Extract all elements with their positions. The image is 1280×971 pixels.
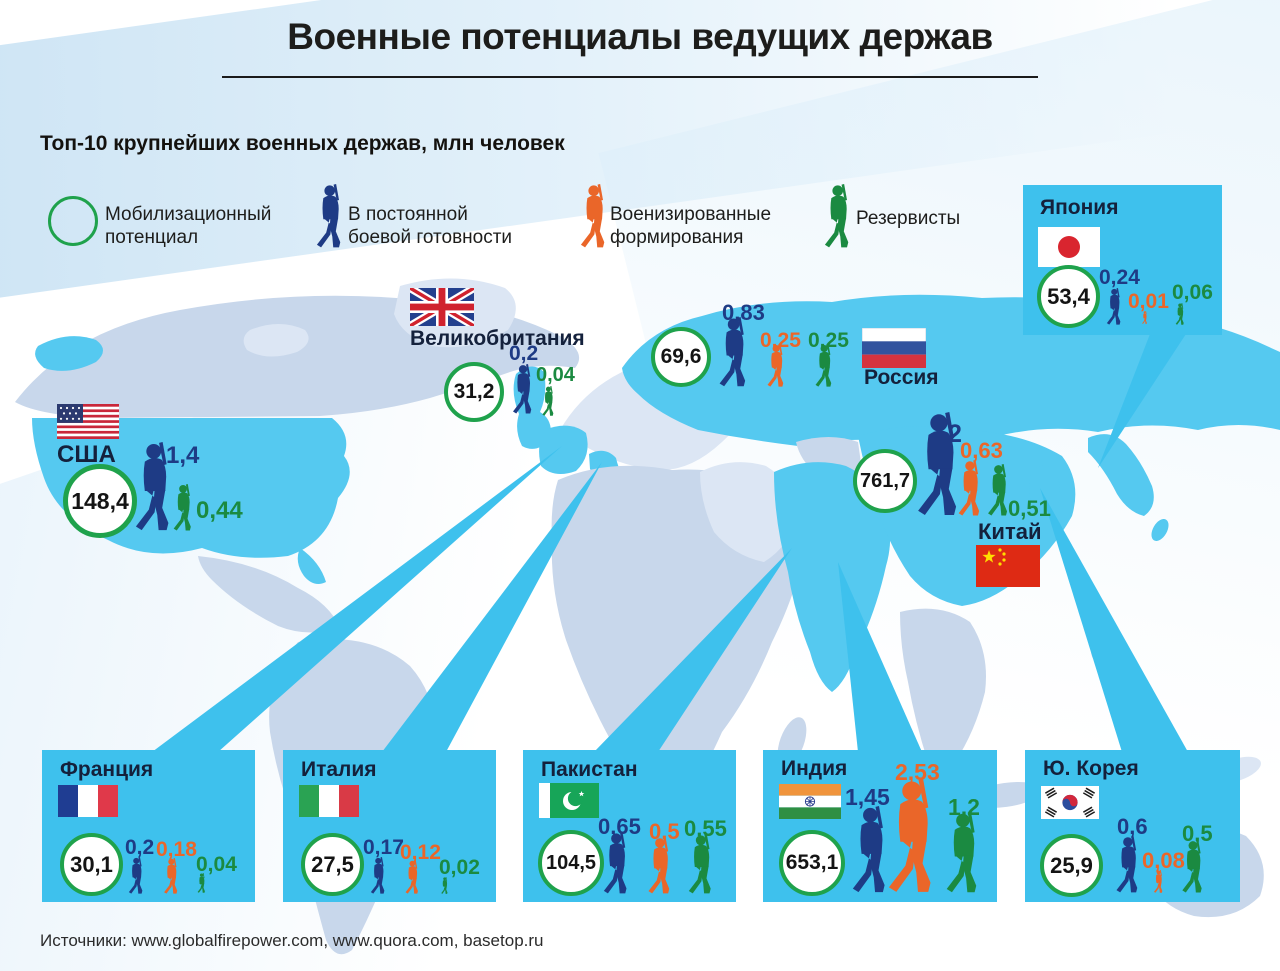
active-value: 0,17 [363, 836, 404, 859]
mobilization-circle: 761,7 [853, 449, 917, 513]
flag-pakistan [539, 783, 599, 818]
mobilization-circle: 69,6 [651, 327, 711, 387]
active-soldier [599, 832, 636, 894]
reserve-value: 0,04 [536, 364, 575, 386]
legend-label-active: В постоянной боевой готовности [348, 204, 513, 249]
paramilitary-value: 0,12 [400, 841, 441, 864]
country-name: Франция [60, 758, 154, 781]
active-value: 2 [948, 420, 962, 448]
flag-france [58, 785, 118, 817]
reserve-value: 0,25 [808, 329, 849, 352]
reserve-value: 0,04 [196, 853, 237, 876]
page-title: Военные потенциалы ведущих держав [287, 16, 993, 57]
active-value: 1,45 [845, 784, 890, 810]
mobilization-circle: 30,1 [60, 833, 123, 896]
active-value: 0,6 [1117, 814, 1148, 839]
active-value: 0,2 [125, 836, 155, 859]
reserve-value: 0,44 [196, 497, 243, 524]
orange-soldier-icon [576, 184, 614, 248]
active-value: 0,2 [509, 342, 539, 365]
reserve-soldier [684, 834, 720, 894]
title-underline [222, 76, 1038, 78]
source-credits: Источники: www.globalfirepower.com, www.… [40, 931, 544, 950]
legend-label-mobilization: Мобилизационный потенциал [105, 204, 272, 249]
paramilitary-soldier [403, 860, 423, 894]
flag-uk [410, 288, 474, 326]
paramilitary-soldier [764, 344, 790, 387]
wedge-pakistan [594, 548, 792, 752]
flag-italy [299, 785, 359, 817]
active-soldier [509, 364, 539, 414]
mobilization-circle: 104,5 [538, 830, 604, 896]
reserve-soldier [1178, 840, 1210, 893]
flag-south-korea [1041, 786, 1099, 819]
paramilitary-value: 0,18 [156, 838, 197, 861]
paramilitary-soldier [644, 837, 678, 894]
paramilitary-value: 0,63 [960, 438, 1003, 463]
active-soldier [368, 857, 390, 894]
wedge-italy [382, 462, 602, 752]
flag-india [779, 784, 841, 819]
wedge-france [152, 446, 562, 752]
active-soldier [1112, 836, 1146, 893]
paramilitary-value: 0,08 [1142, 848, 1185, 873]
green-soldier-icon [820, 184, 858, 248]
country-name: Китай [978, 519, 1042, 544]
wedge-india [838, 562, 922, 752]
country-name: Россия [864, 366, 939, 389]
paramilitary-soldier [161, 858, 183, 894]
country-name: США [57, 441, 116, 468]
mobilization-circle-icon [48, 196, 98, 246]
country-name: Италия [301, 758, 377, 781]
callout-wedges [152, 334, 1188, 752]
reserve-soldier [196, 873, 208, 893]
flag-usa [57, 404, 119, 439]
mobilization-circle: 31,2 [444, 362, 504, 422]
mobilization-circle: 25,9 [1040, 834, 1103, 897]
reserve-soldier [940, 812, 989, 893]
country-name: Ю. Корея [1043, 757, 1139, 780]
mobilization-circle: 53,4 [1037, 265, 1100, 328]
reserve-soldier [540, 386, 558, 416]
reserve-value: 0,51 [1008, 496, 1051, 521]
wedge-japan [1098, 334, 1186, 468]
country-name: Индия [781, 757, 848, 780]
wedge-korea [1040, 488, 1188, 752]
paramilitary-soldier [1152, 870, 1166, 893]
mobilization-circle: 27,5 [301, 833, 364, 896]
reserve-soldier [440, 877, 450, 894]
active-value: 0,24 [1099, 266, 1140, 289]
country-name: Пакистан [541, 758, 638, 781]
active-soldier [1104, 288, 1126, 325]
reserve-soldier [170, 484, 198, 531]
flag-russia [862, 328, 926, 368]
mobilization-circle: 148,4 [63, 464, 137, 538]
active-value: 1,4 [166, 442, 200, 469]
paramilitary-value: 2,53 [895, 759, 940, 785]
reserve-soldier [812, 344, 838, 387]
active-soldier [126, 857, 148, 894]
paramilitary-soldier [1141, 311, 1149, 324]
paramilitary-value: 0,25 [760, 329, 801, 352]
paramilitary-soldier [954, 460, 988, 516]
navy-soldier-icon [312, 184, 350, 248]
page-subtitle: Топ-10 крупнейших военных держав, млн че… [40, 132, 565, 155]
reserve-value: 0,02 [439, 856, 480, 879]
mobilization-circle: 653,1 [779, 830, 845, 896]
flag-china [976, 545, 1040, 587]
paramilitary-soldier [880, 779, 948, 893]
paramilitary-value: 0,01 [1128, 290, 1169, 313]
active-soldier [714, 317, 756, 387]
country-name: Великобритания [410, 327, 585, 350]
legend-label-reserve: Резервисты [856, 208, 961, 229]
country-name: Япония [1040, 196, 1119, 219]
reserve-value: 0,06 [1172, 281, 1213, 304]
flag-japan [1038, 227, 1100, 267]
legend-label-paramilitary: Военизированные формирования [610, 204, 772, 249]
reserve-soldier [1174, 303, 1187, 325]
